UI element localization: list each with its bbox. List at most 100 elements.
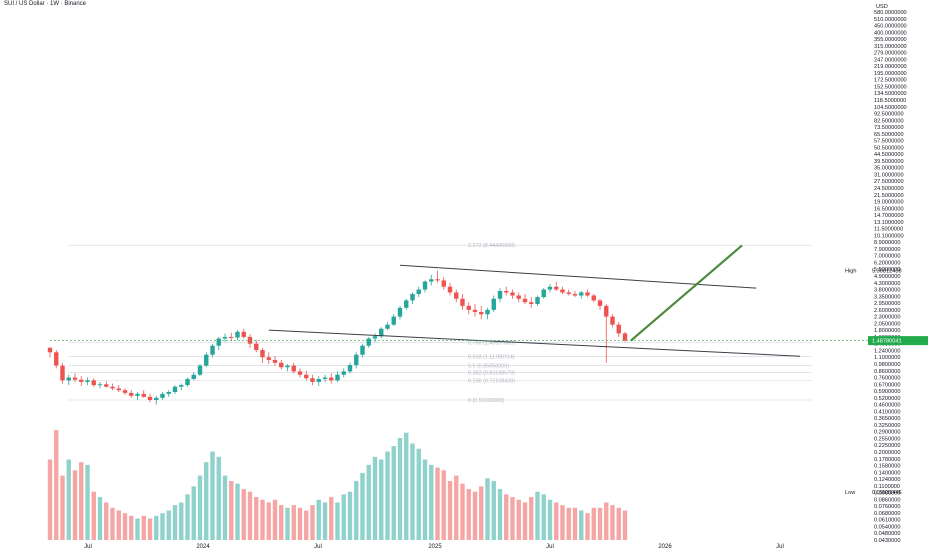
candle-body [460,298,465,306]
volume-bar [110,507,115,540]
candle-body [291,365,296,372]
volume-bar [72,470,78,540]
candle-body [454,292,459,299]
volume-bar [210,451,215,540]
x-tick-label: 2025 [428,544,442,550]
candle-body [322,377,328,379]
candle-body [510,292,515,296]
y-tick-label: 0.4100000 [874,409,900,415]
volume-bar [572,507,578,540]
volume-bar [554,502,559,540]
candle-body [266,357,271,360]
volume-bar [491,480,496,540]
y-tick-label: 1.8000000 [874,328,900,334]
candle-body [422,281,428,290]
volume-bar [510,497,515,540]
volume-bar [47,459,53,540]
marker-low-value: 0.09939446 [872,490,902,496]
candle-body [379,328,384,337]
volume-bar [229,480,234,540]
marker-low-label: Low [845,490,856,496]
candle-body [229,336,234,338]
y-tick-label: 0.9800000 [874,362,900,368]
y-tick-label: 0.2000000 [874,450,900,456]
y-tick-label: 0.4600000 [874,403,900,409]
candle-body [104,384,109,387]
candle-body [235,331,240,338]
volume-bar [247,491,253,540]
y-tick-label: 7.0000000 [874,254,900,260]
trend-lines [50,244,870,357]
volume-bar [504,494,509,540]
y-tick-label: 0.5900000 [874,389,900,395]
volume-bar [366,464,371,540]
candle-body [560,289,565,293]
candle-body [341,371,346,375]
volume-bar [535,491,540,540]
y-tick-label: 104.5000000 [874,105,907,111]
channel-upper-line [399,264,757,289]
volume-bar [372,456,378,540]
volume-bar [422,459,428,540]
candle-body [335,374,340,381]
y-tick-label: 2.6000000 [874,308,900,314]
time-axis[interactable]: Jul 2024 Jul 2025 Jul 2026 Jul [84,544,784,550]
y-tick-label: 0.5200000 [874,396,900,402]
candle-body [179,385,184,387]
y-tick-label: 21.5000000 [874,193,904,199]
candle-body [122,390,128,393]
volume-bar [516,499,521,540]
y-tick-label: 0.2550000 [874,436,900,442]
y-tick-label: 152.5000000 [874,84,907,90]
volume-bar [447,480,453,540]
candle-body [522,298,528,303]
marker-high-value: 5.36812438 [872,269,902,275]
y-tick-label: 4.3000000 [874,281,900,287]
y-tick-label: 24.5000000 [874,186,904,192]
candle-body [272,359,278,363]
y-tick-label: 11.5000000 [874,227,903,233]
candle-body [54,352,59,366]
volume-bar [616,507,621,540]
chart-title: SUI / US Dollar · 1W · Binance [4,1,87,7]
candle-body [116,388,121,391]
candle-body [354,354,359,366]
candle-body [572,293,578,296]
candle-body [447,286,453,293]
volume-bar [322,502,328,540]
candle-body [616,324,621,334]
y-tick-label: 19.0000000 [874,200,904,206]
volume-bar [241,489,246,540]
candle-body [91,380,96,386]
volume-bar [597,507,603,540]
volume-bar [529,497,534,540]
candle-body [579,292,584,296]
volume-bar [347,491,353,540]
y-tick-label: 44.5000000 [874,152,904,158]
candle-body [129,392,134,396]
y-tick-label: 172.5000000 [874,78,907,84]
volume-bar [160,513,165,540]
price-axis[interactable]: USD580.0000000510.0000000450.0000000400.… [845,4,928,544]
candle-body [166,391,171,394]
volume-bar [191,486,196,540]
y-tick-label: 4.9000000 [874,274,900,280]
candle-body [97,384,103,386]
candle-body [191,374,196,379]
candle-body [60,365,65,381]
y-tick-label: 14.7000000 [874,213,904,219]
volume-bar [260,499,265,540]
y-tick-label: 82.5000000 [874,118,904,124]
volume-bar [435,467,440,540]
y-tick-label: 195.0000000 [874,71,907,77]
candle-body [72,377,78,380]
candle-body [66,377,71,381]
x-tick-label: Jul [314,544,322,550]
current-price-tag [868,336,928,346]
volume-bar [129,515,134,540]
volume-bar [466,489,471,540]
y-tick-label: 3.8000000 [874,288,900,294]
x-tick-label: Jul [546,544,554,550]
y-tick-label: 1.2400000 [874,348,900,354]
